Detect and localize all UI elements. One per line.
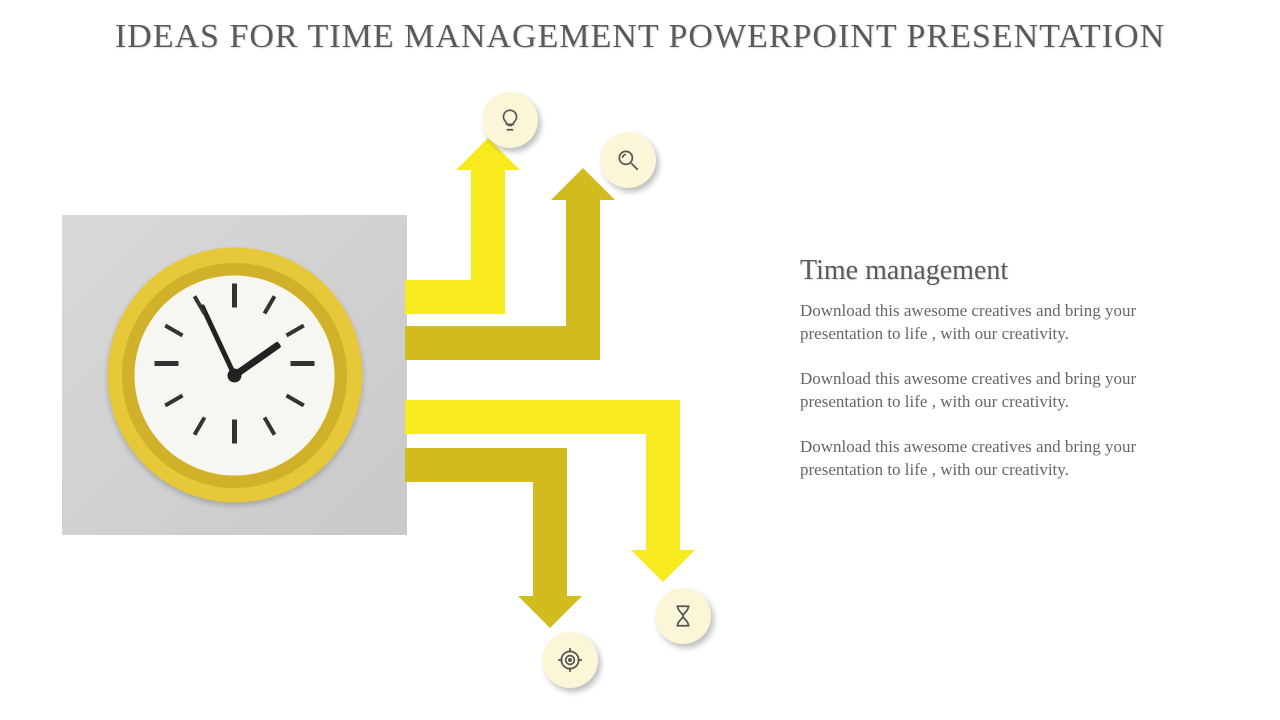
paragraph-1: Download this awesome creatives and brin…	[800, 300, 1200, 346]
clock-panel	[62, 215, 407, 535]
clock-face	[135, 275, 335, 475]
clock-tick	[285, 393, 304, 406]
clock-tick	[285, 323, 304, 336]
hourglass-icon	[655, 588, 711, 644]
arrow-3-vstem	[646, 400, 680, 550]
slide-root: IDEAS FOR TIME MANAGEMENT POWERPOINT PRE…	[0, 0, 1280, 720]
clock-pivot	[228, 368, 242, 382]
arrow-4-head	[518, 596, 582, 628]
arrow-4-vstem	[533, 448, 567, 596]
clock-tick	[155, 361, 179, 366]
paragraph-3: Download this awesome creatives and brin…	[800, 436, 1200, 482]
target-icon	[542, 632, 598, 688]
clock-tick	[164, 393, 183, 406]
clock-tick	[263, 416, 276, 435]
paragraph-2: Download this awesome creatives and brin…	[800, 368, 1200, 414]
clock-tick	[291, 361, 315, 366]
clock-tick	[193, 416, 206, 435]
arrow-3-head	[631, 550, 695, 582]
slide-title: IDEAS FOR TIME MANAGEMENT POWERPOINT PRE…	[0, 18, 1280, 56]
magnifier-icon	[600, 132, 656, 188]
section-title: Time management	[800, 255, 1008, 287]
arrow-3-hstem	[405, 400, 680, 434]
arrow-1-vstem	[471, 170, 505, 314]
clock-tick	[164, 323, 183, 336]
clock-tick	[232, 283, 237, 307]
clock	[107, 248, 362, 503]
bulb-icon	[482, 92, 538, 148]
clock-minute-hand	[199, 303, 236, 376]
arrow-2-vstem	[566, 200, 600, 360]
clock-tick	[263, 295, 276, 314]
clock-tick	[232, 419, 237, 443]
